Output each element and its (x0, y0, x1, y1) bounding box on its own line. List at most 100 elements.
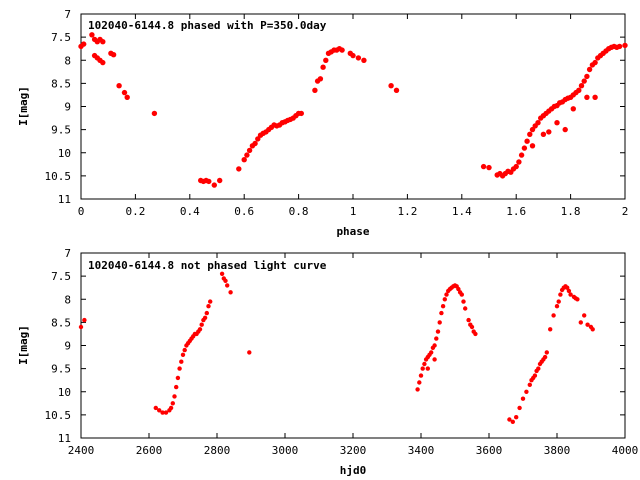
y-axis-label-phased: I[mag] (17, 86, 30, 126)
data-point (507, 417, 512, 422)
data-point (417, 380, 422, 385)
data-point (554, 120, 560, 126)
data-point (168, 405, 174, 411)
data-point (544, 350, 549, 355)
data-point (182, 347, 187, 353)
data-point (170, 401, 175, 406)
data-point (582, 313, 587, 318)
x-axis-label-phased: phase (336, 225, 369, 238)
data-point (415, 387, 420, 392)
data-point (219, 271, 225, 276)
data-point (323, 57, 329, 63)
data-point (100, 59, 106, 66)
data-point (180, 352, 186, 357)
data-points-phased (78, 32, 628, 188)
data-point (518, 152, 525, 158)
data-point (124, 94, 130, 101)
data-point (163, 410, 169, 415)
y-tick-label: 7.5 (51, 31, 71, 44)
data-point (532, 373, 538, 378)
plot-frame-phased (80, 13, 626, 200)
x-tick-label: 0.4 (180, 205, 200, 218)
data-point (524, 389, 529, 394)
ticks-phased: 0 0.2 0.4 0.6 0.8 1 1.2 1.4 1.6 1.8 2 7 7.5 8 8.5 9 9.5 1… (45, 8, 629, 218)
data-point (420, 366, 425, 371)
x-tick-label: 0.6 (234, 205, 254, 218)
x-tick-label: 3400 (408, 444, 435, 457)
data-point (418, 373, 424, 378)
data-point (622, 42, 628, 49)
data-point (473, 331, 478, 337)
data-point (535, 120, 541, 126)
y-tick-label: 9 (64, 340, 71, 353)
data-point (317, 76, 324, 82)
data-point (521, 145, 528, 151)
data-point (206, 178, 212, 185)
data-point (100, 39, 106, 45)
data-point (466, 317, 471, 323)
data-point (78, 324, 84, 330)
data-point (514, 415, 519, 420)
data-point (575, 297, 580, 302)
y-tick-label: 10 (58, 147, 71, 160)
data-point (548, 327, 553, 332)
data-point (590, 327, 595, 332)
data-point (516, 159, 522, 165)
data-point (350, 52, 356, 59)
data-point (592, 94, 598, 101)
data-point (422, 361, 427, 367)
x-tick-label: 4000 (612, 444, 639, 457)
data-point (177, 366, 182, 371)
data-point (197, 327, 203, 332)
x-tick-label: 0 (78, 205, 85, 218)
data-point (255, 136, 261, 142)
data-point (432, 343, 437, 348)
data-point (89, 32, 95, 38)
data-point (208, 299, 213, 304)
data-point (529, 143, 536, 149)
data-point (566, 288, 572, 294)
data-point (584, 73, 590, 80)
data-point (199, 322, 204, 327)
data-point (160, 410, 165, 415)
y-tick-label: 7 (64, 8, 71, 21)
data-point (211, 182, 217, 188)
data-point (252, 140, 258, 147)
data-point (578, 83, 585, 89)
data-point (157, 408, 162, 413)
x-tick-label: 3600 (476, 444, 503, 457)
x-tick-label: 1 (350, 205, 357, 218)
x-tick-label: 1.6 (506, 205, 526, 218)
data-point (542, 354, 548, 360)
y-tick-label: 11 (58, 193, 71, 206)
x-tick-label: 2800 (204, 444, 231, 457)
data-point (576, 87, 582, 94)
data-point (469, 324, 475, 330)
data-point (298, 110, 304, 117)
data-point (225, 283, 230, 288)
data-point (435, 329, 441, 334)
data-point (510, 419, 515, 424)
data-point (244, 152, 250, 158)
x-tick-label: 3000 (272, 444, 299, 457)
data-point (529, 126, 536, 133)
data-point (527, 131, 533, 137)
x-tick-label: 3800 (544, 444, 571, 457)
data-point (540, 131, 547, 137)
data-point (461, 299, 466, 304)
data-point (434, 336, 439, 341)
chart-title-phased: 102040-6144.8 phased with P=350.0day (88, 19, 327, 32)
data-point (444, 292, 449, 297)
data-point (82, 317, 87, 323)
y-tick-label: 8 (64, 54, 71, 67)
data-point (110, 52, 117, 58)
data-points-unphased (78, 271, 595, 424)
data-point (151, 110, 158, 117)
data-point (546, 129, 552, 135)
data-point (437, 320, 442, 325)
data-point (81, 41, 87, 47)
data-point (554, 304, 560, 309)
data-point (586, 66, 593, 73)
data-point (174, 384, 179, 390)
